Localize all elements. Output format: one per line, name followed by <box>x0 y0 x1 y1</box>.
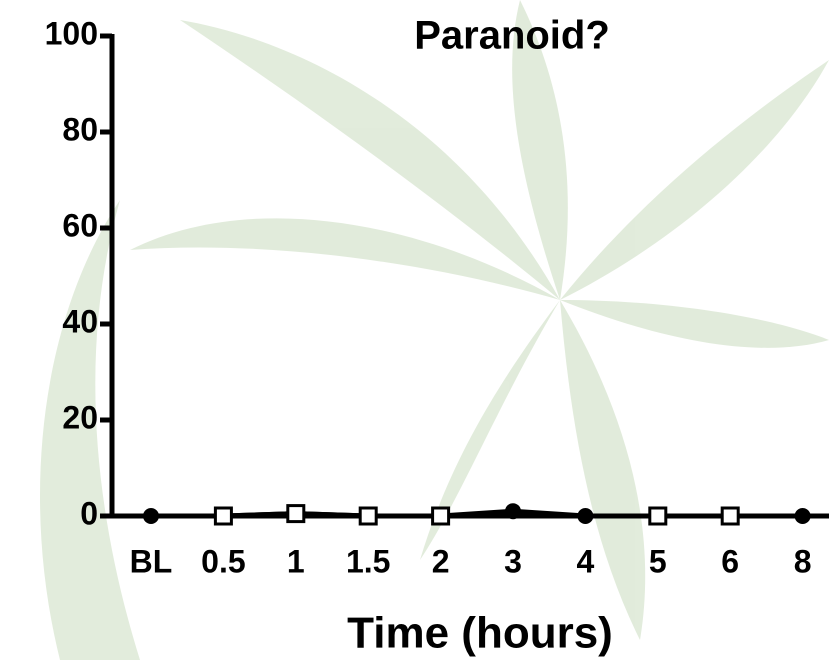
x-axis-label: Time (hours) <box>347 609 613 658</box>
marker <box>648 506 668 526</box>
marker <box>720 506 740 526</box>
marker <box>358 506 378 526</box>
x-tick-label: 6 <box>721 543 739 579</box>
y-tick-label: 40 <box>62 303 98 339</box>
x-tick-label: 1.5 <box>346 543 390 579</box>
chart-title: Paranoid? <box>414 14 610 58</box>
x-tick-label: 3 <box>504 543 522 579</box>
marker <box>794 508 811 524</box>
y-tick-label: 0 <box>80 495 98 531</box>
y-tick-label: 100 <box>45 15 98 51</box>
series-line <box>223 511 731 519</box>
marker <box>143 508 159 524</box>
x-tick-label: BL <box>130 543 173 579</box>
marker <box>286 504 306 524</box>
x-tick-label: 4 <box>577 543 595 579</box>
x-tick-label: 5 <box>649 543 667 579</box>
x-tick-label: 8 <box>794 543 812 579</box>
x-tick-label: 1 <box>287 543 305 579</box>
y-tick-label: 80 <box>62 111 98 147</box>
y-tick-label: 60 <box>62 207 98 243</box>
marker <box>577 508 594 524</box>
marker <box>213 506 233 526</box>
marker <box>431 506 451 526</box>
x-tick-label: 2 <box>432 543 450 579</box>
marker <box>505 503 521 520</box>
y-tick-label: 20 <box>62 399 98 435</box>
background-leaf <box>40 0 829 660</box>
x-tick-label: 0.5 <box>201 543 245 579</box>
